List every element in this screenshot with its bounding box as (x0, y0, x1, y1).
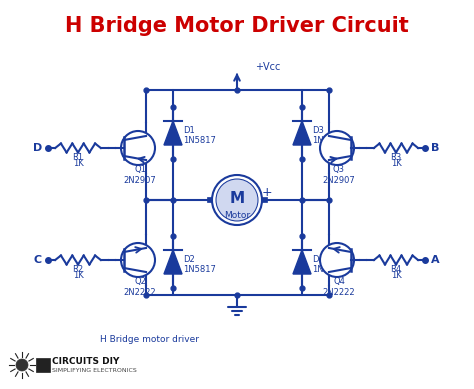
Bar (36, 358, 50, 372)
Text: A: A (431, 255, 439, 265)
Text: C: C (34, 255, 42, 265)
Circle shape (121, 243, 155, 277)
Text: D4: D4 (312, 254, 324, 263)
Text: 1K: 1K (73, 158, 83, 168)
Text: D3: D3 (312, 126, 324, 135)
Text: H Bridge motor driver: H Bridge motor driver (100, 335, 199, 345)
Text: M: M (229, 191, 245, 205)
Text: +: + (262, 186, 272, 198)
Text: H Bridge Motor Driver Circuit: H Bridge Motor Driver Circuit (65, 16, 409, 36)
Text: Q2
2N2222: Q2 2N2222 (124, 277, 156, 297)
Polygon shape (293, 250, 311, 274)
Text: +Vcc: +Vcc (255, 62, 281, 72)
Text: Q3
2N2907: Q3 2N2907 (323, 165, 356, 185)
Text: B: B (431, 143, 439, 153)
Text: SIMPLIFYING ELECTRONICS: SIMPLIFYING ELECTRONICS (52, 368, 137, 373)
Text: 1N5817: 1N5817 (183, 265, 216, 273)
Text: R4: R4 (391, 265, 401, 273)
Circle shape (320, 131, 354, 165)
Circle shape (16, 359, 28, 371)
Text: 1N5817: 1N5817 (312, 265, 345, 273)
Circle shape (320, 243, 354, 277)
Polygon shape (164, 250, 182, 274)
Circle shape (216, 179, 258, 221)
Text: Q1
2N2907: Q1 2N2907 (124, 165, 156, 185)
Text: R2: R2 (73, 265, 83, 273)
Polygon shape (164, 121, 182, 145)
Text: R1: R1 (73, 152, 83, 161)
Text: 1N5817: 1N5817 (312, 135, 345, 144)
Bar (207, 197, 212, 202)
Text: 1N5817: 1N5817 (183, 135, 216, 144)
Circle shape (121, 131, 155, 165)
Polygon shape (293, 121, 311, 145)
Text: 1K: 1K (73, 270, 83, 280)
Text: CIRCUITS DIY: CIRCUITS DIY (52, 357, 119, 366)
Text: 1K: 1K (391, 270, 401, 280)
Text: D2: D2 (183, 254, 195, 263)
Bar (262, 197, 267, 202)
Text: D: D (33, 143, 43, 153)
Text: R3: R3 (391, 152, 401, 161)
Text: Motor: Motor (224, 210, 250, 219)
Text: 1K: 1K (391, 158, 401, 168)
Text: Q4
2N2222: Q4 2N2222 (323, 277, 356, 297)
Text: D1: D1 (183, 126, 195, 135)
Circle shape (212, 175, 262, 225)
